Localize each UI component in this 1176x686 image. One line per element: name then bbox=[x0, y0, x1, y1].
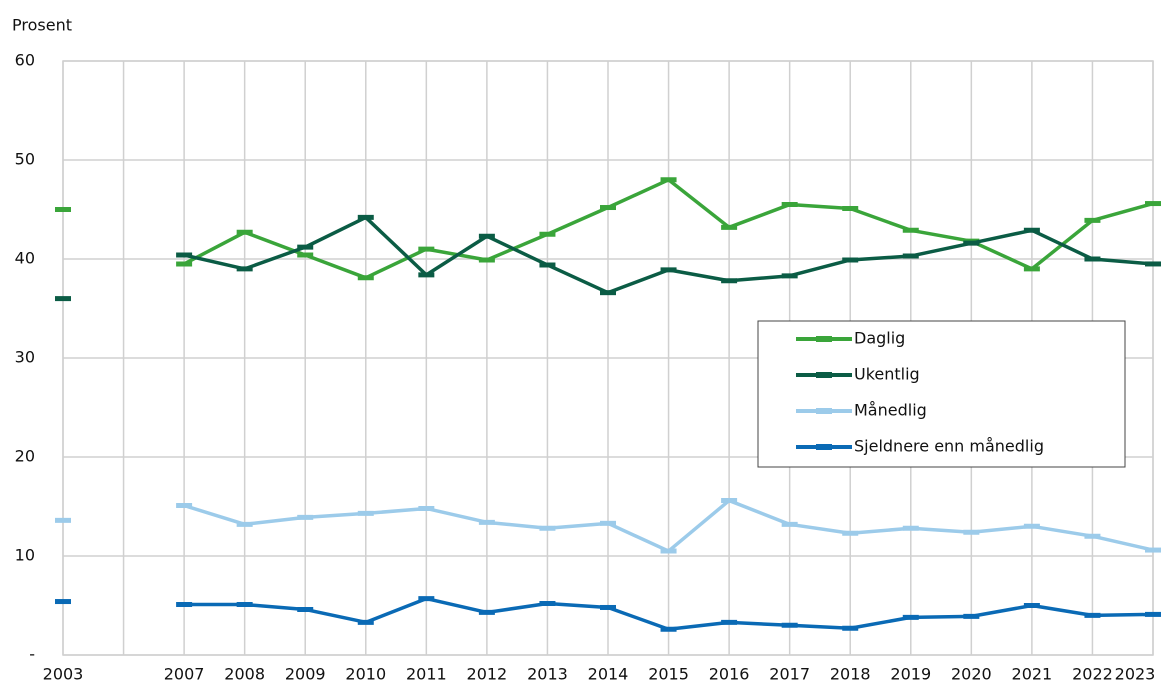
legend-label: Ukentlig bbox=[854, 365, 920, 384]
x-tick-label: 2016 bbox=[709, 665, 750, 684]
x-tick-label: 2017 bbox=[769, 665, 810, 684]
legend-label: Månedlig bbox=[854, 401, 927, 420]
x-tick-label: 2009 bbox=[285, 665, 326, 684]
x-tick-label: 2003 bbox=[43, 665, 84, 684]
legend-label: Sjeldnere enn månedlig bbox=[854, 437, 1044, 456]
x-tick-label: 2015 bbox=[648, 665, 689, 684]
y-axis-title: Prosent bbox=[12, 16, 72, 35]
x-tick-label: 2020 bbox=[951, 665, 992, 684]
legend-box bbox=[757, 320, 1126, 468]
x-tick-label: 2012 bbox=[467, 665, 508, 684]
x-tick-label: 2008 bbox=[224, 665, 265, 684]
x-tick-label: 2014 bbox=[588, 665, 629, 684]
x-tick-label: 2010 bbox=[345, 665, 386, 684]
y-tick-label: 30 bbox=[15, 348, 35, 367]
plot-border bbox=[62, 60, 1154, 656]
y-tick-label: 20 bbox=[15, 447, 35, 466]
x-tick-label: 2021 bbox=[1012, 665, 1053, 684]
legend-label: Daglig bbox=[854, 329, 905, 348]
y-tick-label: 40 bbox=[15, 249, 35, 268]
x-tick-label: 2011 bbox=[406, 665, 447, 684]
x-tick-label: 2022 bbox=[1072, 665, 1113, 684]
x-tick-label: 2007 bbox=[164, 665, 205, 684]
y-tick-label: - bbox=[29, 645, 35, 664]
y-tick-label: 10 bbox=[15, 546, 35, 565]
x-tick-label: 2023 bbox=[1115, 665, 1156, 684]
x-tick-label: 2018 bbox=[830, 665, 871, 684]
x-tick-label: 2013 bbox=[527, 665, 568, 684]
y-tick-label: 60 bbox=[15, 51, 35, 70]
x-tick-label: 2019 bbox=[890, 665, 931, 684]
y-tick-label: 50 bbox=[15, 150, 35, 169]
